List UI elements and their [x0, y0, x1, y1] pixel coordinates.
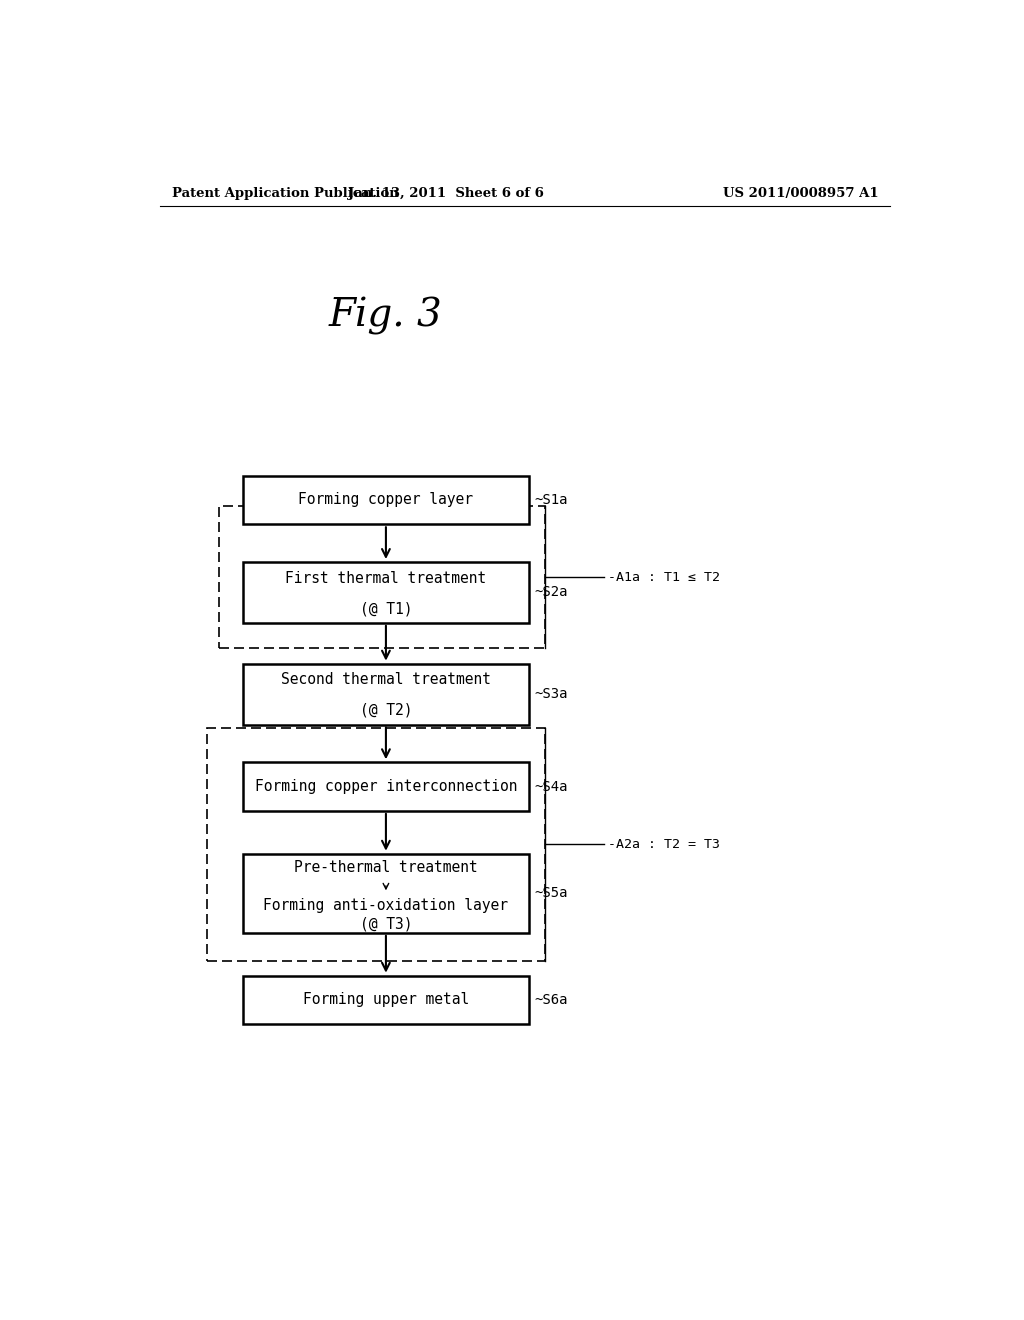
- Text: Patent Application Publication: Patent Application Publication: [172, 187, 398, 201]
- Text: (@ T3): (@ T3): [359, 916, 413, 931]
- Text: (@ T2): (@ T2): [359, 702, 413, 718]
- Text: ~S4a: ~S4a: [535, 780, 568, 793]
- Text: Fig. 3: Fig. 3: [329, 297, 442, 335]
- Text: Forming upper metal: Forming upper metal: [303, 993, 469, 1007]
- Bar: [219, 506, 545, 648]
- Bar: [243, 664, 528, 725]
- Text: Forming copper layer: Forming copper layer: [298, 492, 473, 507]
- Text: Second thermal treatment: Second thermal treatment: [281, 672, 490, 688]
- Bar: [243, 475, 528, 524]
- Text: -A2a : T2 = T3: -A2a : T2 = T3: [608, 838, 720, 851]
- Text: (@ T1): (@ T1): [359, 601, 413, 616]
- Text: ~S1a: ~S1a: [535, 492, 568, 507]
- Text: Pre-thermal treatment: Pre-thermal treatment: [294, 861, 478, 875]
- Bar: [243, 975, 528, 1024]
- Text: ~S3a: ~S3a: [535, 686, 568, 701]
- Text: -A1a : T1 ≤ T2: -A1a : T1 ≤ T2: [608, 570, 720, 583]
- Text: Jan. 13, 2011  Sheet 6 of 6: Jan. 13, 2011 Sheet 6 of 6: [347, 187, 544, 201]
- Bar: [243, 762, 528, 810]
- Text: Forming anti-oxidation layer: Forming anti-oxidation layer: [263, 898, 509, 913]
- Text: US 2011/0008957 A1: US 2011/0008957 A1: [723, 187, 879, 201]
- Text: ~S6a: ~S6a: [535, 993, 568, 1007]
- Text: ~S2a: ~S2a: [535, 585, 568, 599]
- Bar: [243, 562, 528, 623]
- Bar: [243, 854, 528, 933]
- Text: First thermal treatment: First thermal treatment: [286, 570, 486, 586]
- Text: ~S5a: ~S5a: [535, 886, 568, 900]
- Text: Forming copper interconnection: Forming copper interconnection: [255, 779, 517, 795]
- Bar: [207, 727, 545, 961]
